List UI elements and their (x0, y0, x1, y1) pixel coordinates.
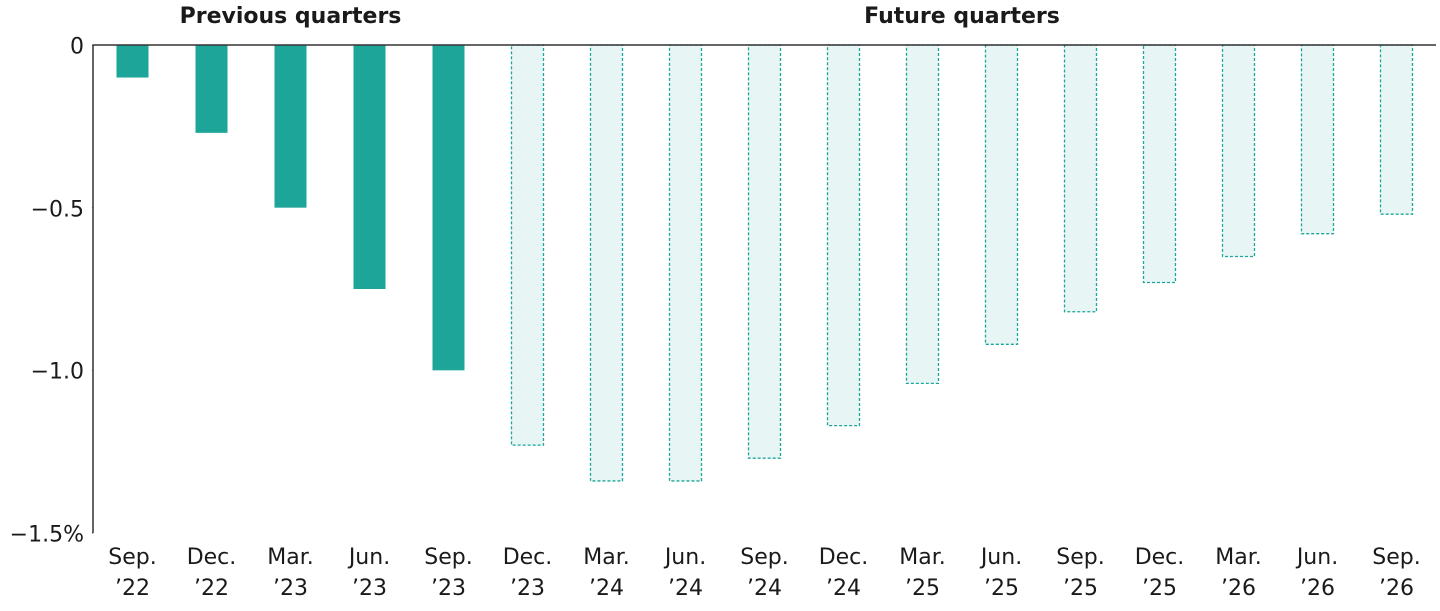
x-tick-label: Mar. ’24 (583, 545, 630, 601)
bar (1063, 44, 1098, 313)
bar (589, 44, 624, 482)
bar (353, 45, 386, 289)
bar (1142, 44, 1177, 284)
bar (195, 45, 228, 133)
bar (510, 44, 545, 446)
x-tick-label: Dec. ’25 (1134, 545, 1185, 601)
x-tick-label: Sep. ’23 (424, 545, 473, 601)
y-tick-label: 0 (70, 34, 84, 60)
x-tick-label: Sep. ’26 (1372, 545, 1421, 601)
bar (826, 44, 861, 427)
bar (1300, 44, 1335, 235)
bar (274, 45, 307, 208)
x-tick-label: Jun. ’23 (348, 545, 391, 601)
x-tick-label: Mar. ’26 (1215, 545, 1262, 601)
x-tick-label: Dec. ’24 (818, 545, 869, 601)
y-tick-label: −0.5 (30, 197, 84, 223)
x-tick-label: Jun. ’25 (980, 545, 1023, 601)
bar (984, 44, 1019, 345)
bar (1379, 44, 1414, 215)
series-header: Previous quarters (179, 4, 402, 29)
y-tick-label: −1.5% (9, 522, 84, 548)
y-tick-label: −1.0 (30, 359, 84, 385)
x-tick-label: Sep. ’24 (740, 545, 789, 601)
bar (116, 45, 149, 78)
x-tick-label: Jun. ’26 (1296, 545, 1339, 601)
x-tick-label: Sep. ’25 (1056, 545, 1105, 601)
bar (668, 44, 703, 482)
bar (905, 44, 940, 384)
bar (747, 44, 782, 459)
bar (432, 45, 465, 371)
bar (1221, 44, 1256, 258)
x-tick-label: Jun. ’24 (664, 545, 707, 601)
x-tick-label: Dec. ’22 (186, 545, 237, 601)
series-header: Future quarters (864, 4, 1060, 29)
x-tick-label: Dec. ’23 (502, 545, 553, 601)
x-tick-label: Mar. ’23 (267, 545, 314, 601)
x-tick-label: Sep. ’22 (108, 545, 157, 601)
x-tick-label: Mar. ’25 (899, 545, 946, 601)
